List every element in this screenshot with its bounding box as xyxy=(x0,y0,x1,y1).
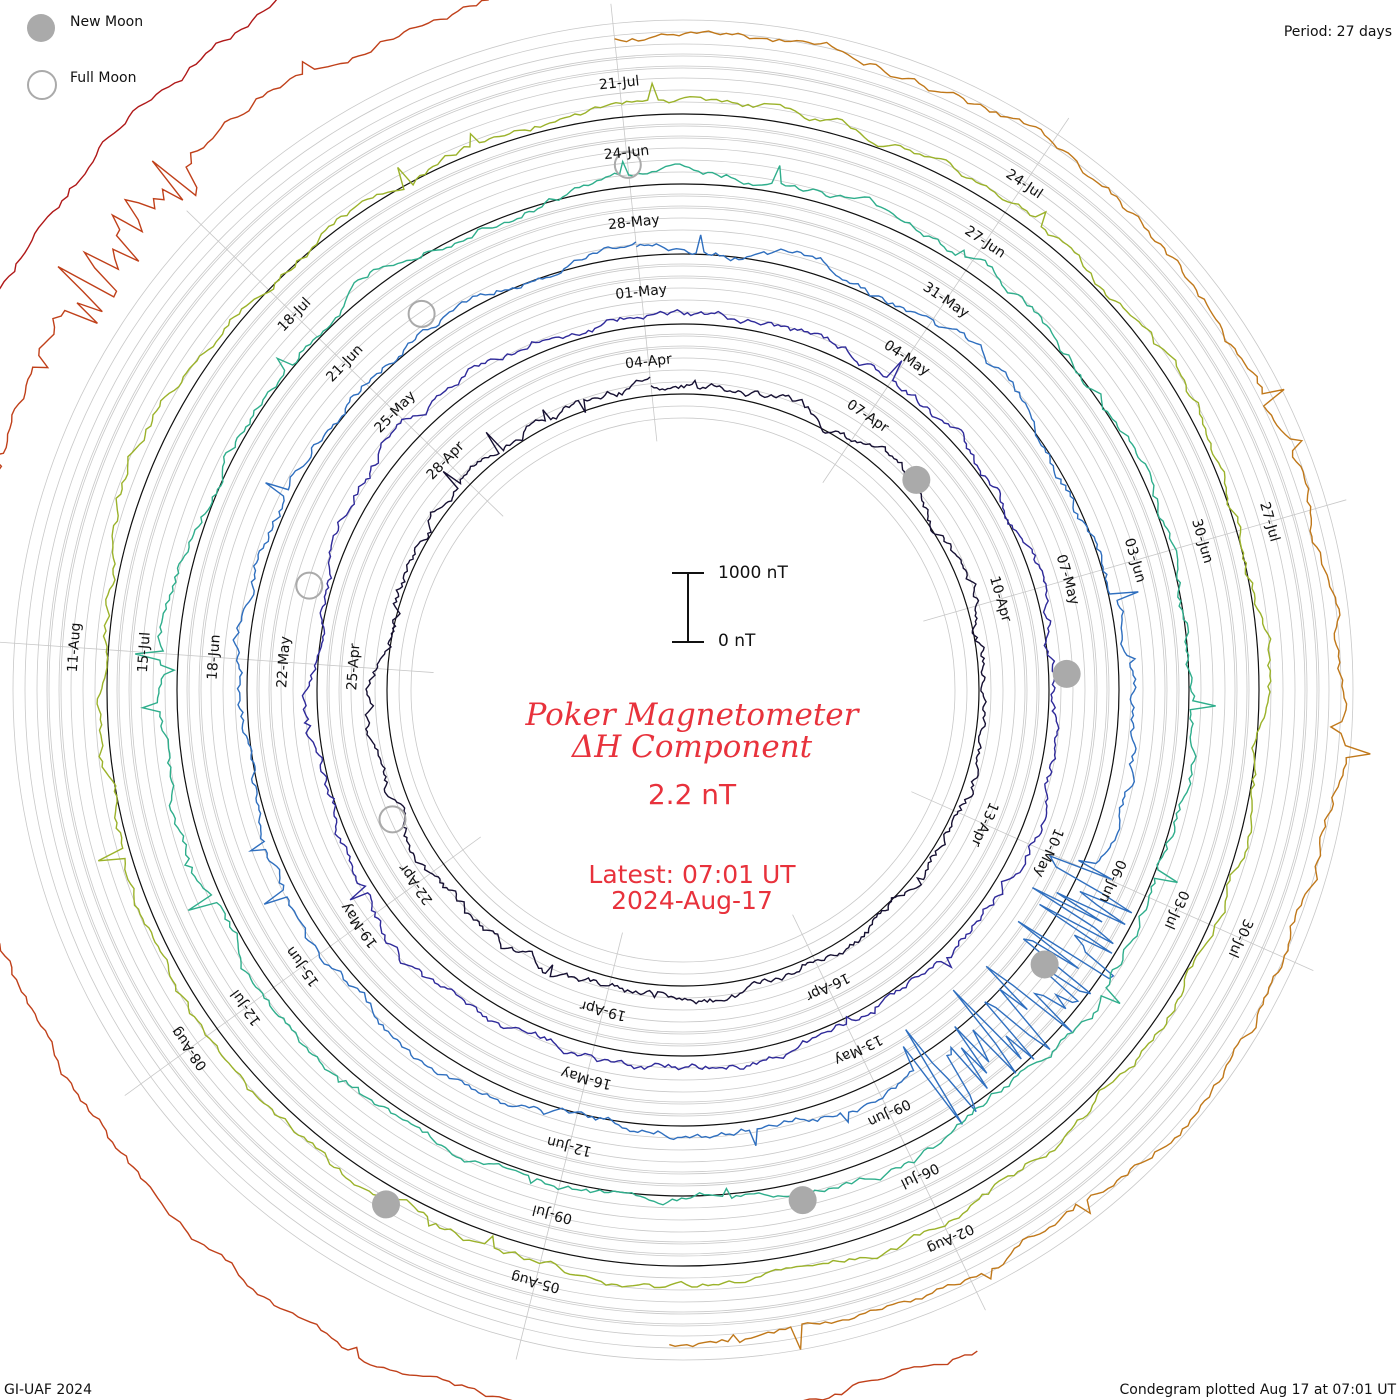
date-label: 07-Apr xyxy=(844,397,892,437)
trace-rotation-2 xyxy=(302,310,1058,1070)
latest-time: Latest: 07:01 UT xyxy=(0,860,1384,889)
latest-date: 2024-Aug-17 xyxy=(0,886,1384,915)
grid-ring xyxy=(49,56,1317,1324)
date-label: 21-Jun xyxy=(323,342,366,386)
grid-ring xyxy=(305,312,1061,1068)
scale-top-label: 1000 nT xyxy=(718,563,788,583)
grid-ring xyxy=(119,126,1247,1254)
grid-ring xyxy=(247,254,1119,1126)
scale-bottom-label: 0 nT xyxy=(718,631,755,651)
full-moon-marker xyxy=(296,573,322,599)
chart-title: Poker Magnetometer xyxy=(0,697,1384,733)
grid-ring xyxy=(269,276,1097,1104)
date-label: 09-Jun xyxy=(865,1095,913,1129)
grid-ring xyxy=(223,230,1143,1150)
grid-ring xyxy=(339,346,1027,1034)
new-moon-marker xyxy=(1031,950,1059,978)
grid-ring xyxy=(165,172,1201,1208)
grid-ring xyxy=(25,32,1341,1348)
date-label: 22-May xyxy=(274,636,294,689)
full-moon-icon xyxy=(27,70,57,100)
new-moon-marker xyxy=(789,1186,817,1214)
grid-ring xyxy=(107,114,1259,1266)
date-label: 15-Jun xyxy=(283,943,323,989)
date-label: 16-May xyxy=(559,1064,613,1092)
grid-circles xyxy=(13,20,1353,1360)
period-label: Period: 27 days xyxy=(1284,24,1392,40)
baseline-ring xyxy=(107,114,1259,1266)
date-label: 27-Jul xyxy=(1256,500,1283,543)
grid-ring xyxy=(189,196,1177,1184)
grid-ring xyxy=(327,334,1039,1046)
date-label: 09-Jul xyxy=(531,1201,574,1226)
grid-ring xyxy=(83,90,1283,1290)
new-moon-marker xyxy=(1053,660,1081,688)
full-moon-marker xyxy=(409,301,435,327)
date-label: 18-Jun xyxy=(205,634,224,681)
full-moon-label: Full Moon xyxy=(70,70,136,86)
new-moon-marker xyxy=(372,1190,400,1218)
new-moon-icon xyxy=(27,14,55,42)
grid-ring xyxy=(117,124,1249,1256)
grid-ring xyxy=(187,194,1179,1186)
date-label: 16-Apr xyxy=(803,969,852,1004)
date-label: 12-Jun xyxy=(545,1133,593,1160)
date-label: 27-Jun xyxy=(962,223,1009,262)
date-label: 04-Apr xyxy=(624,351,672,372)
baseline-circles xyxy=(107,114,1259,1266)
date-label: 15-Jul xyxy=(135,632,154,674)
grid-ring xyxy=(13,20,1353,1360)
trace-rotation-6 xyxy=(615,31,1371,1349)
baseline-ring xyxy=(317,324,1049,1056)
date-label: 24-Jun xyxy=(603,143,650,164)
footer-left: GI-UAF 2024 xyxy=(4,1382,92,1398)
grid-ring xyxy=(293,300,1073,1080)
current-value: 2.2 nT xyxy=(0,778,1384,811)
chart-subtitle: ΔH Component xyxy=(0,729,1384,765)
grid-ring xyxy=(317,324,1049,1056)
baseline-ring xyxy=(247,254,1119,1126)
grid-ring xyxy=(71,78,1295,1302)
grid-ring xyxy=(59,66,1307,1314)
date-label: 01-May xyxy=(615,282,668,303)
date-label: 02-Aug xyxy=(924,1220,976,1256)
date-label: 25-Apr xyxy=(344,643,363,691)
footer-right: Condegram plotted Aug 17 at 07:01 UT xyxy=(1120,1382,1396,1398)
date-label: 10-Apr xyxy=(986,574,1014,624)
date-label: 11-Aug xyxy=(65,622,84,673)
new-moon-marker xyxy=(902,466,930,494)
date-label: 28-May xyxy=(607,212,660,233)
date-label: 21-Jul xyxy=(598,73,640,93)
new-moon-label: New Moon xyxy=(70,14,143,30)
grid-ring xyxy=(329,336,1037,1044)
grid-ring xyxy=(259,266,1107,1114)
scale-bar xyxy=(668,570,712,646)
